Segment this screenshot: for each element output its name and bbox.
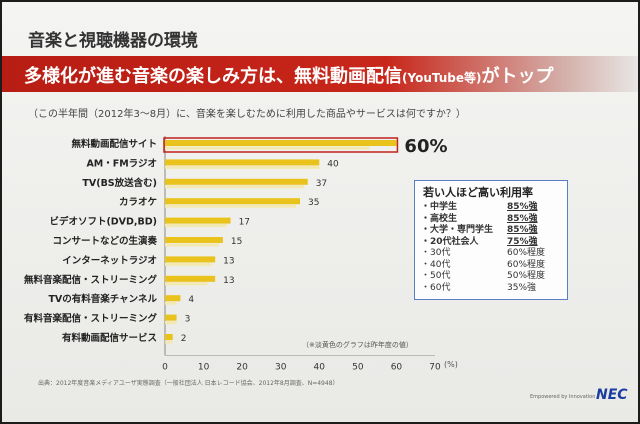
survey-question: （この半年間（2012年3〜8月）に、音楽を楽しむために利用した商品やサービスは… (28, 109, 466, 120)
bar-current (165, 217, 231, 224)
category-label: 無料音楽配信・ストリーミング (24, 274, 158, 286)
headline-text: 多様化が進む音楽の楽しみ方は、無料動画配信(YouTube等)がトップ (24, 62, 553, 88)
x-tick-label: 0 (162, 362, 168, 372)
category-label: ビデオソフト(DVD,BD) (49, 216, 157, 228)
callout-row-value: 35%強 (507, 282, 537, 293)
callout-row-value: 85%強 (507, 202, 538, 212)
callout-row-label: ・高校生 (421, 213, 458, 224)
bar-previous (165, 185, 304, 189)
age-callout-box: 若い人ほど高い利用率 ・中学生 85%強 ・高校生 85%強 ・大学・専門学生 85%強・… (414, 180, 568, 300)
data-label: 35 (308, 198, 319, 208)
headline-banner: 多様化が進む音楽の楽しみ方は、無料動画配信(YouTube等)がトップ (2, 56, 638, 92)
callout-row-label: ・60代 (421, 282, 451, 293)
callout-row-label: ・30代 (421, 248, 451, 258)
callout-row-label: ・中学生 (421, 202, 458, 212)
callout-row-value: 60%程度 (507, 248, 546, 258)
callout-row-value: 85%強 (507, 225, 538, 235)
category-label: インターネットラジオ (62, 254, 157, 266)
highlight-outline (163, 137, 399, 153)
category-label: コンサートなどの生演奏 (52, 235, 157, 247)
bar-previous (165, 243, 219, 247)
x-tick-label: 70 (429, 362, 441, 372)
bar-current (165, 198, 300, 205)
bar-previous (165, 165, 320, 169)
callout-row-label: ・20代社会人 (421, 236, 479, 247)
data-label: 3 (185, 315, 191, 325)
chart-note: （※淡黄色のグラフは昨年度の値） (302, 341, 413, 349)
bar-previous (165, 262, 212, 266)
data-label: 15 (231, 237, 242, 247)
bar-previous (165, 340, 173, 344)
data-label: 17 (239, 218, 250, 228)
category-label: TV(BS放送含む) (82, 177, 157, 189)
x-tick-label: 20 (236, 362, 248, 372)
x-tick-label: 30 (275, 362, 287, 372)
data-label: 60% (404, 136, 447, 157)
callout-row-label: ・50代 (421, 271, 451, 281)
callout-row-label: ・40代 (421, 259, 451, 270)
category-label: 無料動画配信サイト (71, 138, 157, 150)
data-label: 37 (316, 179, 327, 189)
x-tick-label: 40 (314, 362, 326, 372)
data-label: 2 (181, 334, 187, 344)
x-tick-label: 10 (198, 362, 210, 372)
bar-current (165, 237, 223, 243)
footer-tagline: Empowered by Innovation (530, 394, 596, 400)
bar-current (165, 275, 216, 282)
bar-current (165, 334, 173, 340)
bar-current (165, 178, 308, 185)
category-label: AM・FMラジオ (86, 158, 157, 169)
callout-row-value: 60%程度 (507, 259, 546, 270)
data-label: 13 (223, 276, 234, 286)
callout-row-value: 50%程度 (507, 271, 546, 281)
callout-title: 若い人ほど高い利用率 (423, 186, 533, 199)
category-label: TVの有料音楽チャンネル (48, 293, 157, 305)
headline-end: がトップ (481, 66, 554, 87)
data-label: 4 (188, 295, 194, 305)
category-label: カラオケ (119, 197, 157, 208)
bar-previous (165, 224, 227, 228)
data-label: 40 (327, 159, 339, 169)
axis-unit-label: (%) (444, 360, 458, 369)
source-citation: 出典：2012年度音楽メディアユーザ実態調査（一般社団法人 日本レコード協会、2… (38, 380, 339, 387)
callout-row-value: 75%強 (507, 236, 538, 247)
bar-current (165, 295, 181, 302)
bar-current (165, 140, 397, 146)
bar-previous (165, 301, 177, 305)
slide-title: 音楽と視聴機器の環境 (28, 31, 198, 51)
x-tick-label: 60 (391, 362, 403, 372)
callout-row-value: 85%強 (507, 213, 538, 224)
nec-logo: NEC (596, 387, 628, 403)
bar-current (165, 314, 177, 321)
data-label: 13 (223, 256, 234, 266)
category-label: 有料音楽配信・ストリーミング (24, 313, 158, 325)
headline-main: 多様化が進む音楽の楽しみ方は、無料動画配信 (24, 66, 402, 87)
bar-previous (165, 321, 177, 325)
headline-paren: (YouTube等) (402, 71, 482, 85)
bar-previous (165, 282, 208, 286)
x-tick-label: 50 (352, 362, 364, 372)
bar-previous (165, 146, 370, 150)
callout-row-label: ・大学・専門学生 (421, 225, 494, 235)
bar-previous (165, 204, 297, 208)
category-label: 有料動画配信サービス (62, 332, 157, 344)
bar-current (165, 256, 216, 263)
bar-current (165, 159, 320, 166)
